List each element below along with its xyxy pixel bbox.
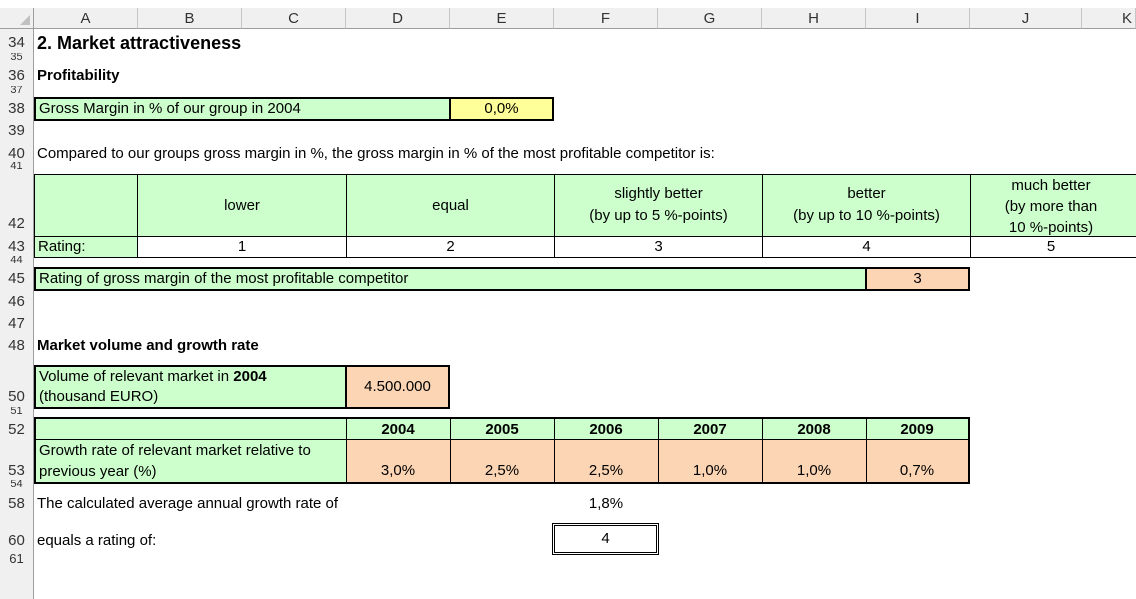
row-header-44[interactable]: 44 (0, 256, 34, 264)
year-2006[interactable]: 2006 (554, 419, 658, 440)
profitability-heading: Profitability (37, 67, 120, 84)
growth-table-divider (34, 439, 970, 440)
scale-header-slightly-better[interactable]: slightly better (by up to 5 %-points) (554, 174, 763, 237)
row-header-58[interactable]: 58 (0, 494, 34, 514)
growth-2008[interactable]: 1,0% (762, 440, 866, 482)
scale-much-better-line2: (by more than (1004, 198, 1098, 215)
row-header-41[interactable]: 41 (0, 162, 34, 170)
year-2007[interactable]: 2007 (658, 419, 762, 440)
avg-growth-value[interactable]: 1,8% (588, 495, 624, 512)
competitor-rating-label-cell[interactable]: Rating of gross margin of the most profi… (34, 267, 867, 291)
growth-2004[interactable]: 3,0% (346, 440, 450, 482)
row-header-36[interactable]: 36 (0, 66, 34, 86)
row-header-53[interactable]: 53 (0, 461, 34, 481)
growth-table-vline-4 (658, 417, 659, 484)
scale-header-equal[interactable]: equal (346, 174, 555, 237)
growth-label-cell[interactable]: Growth rate of relevant market relative … (36, 440, 346, 482)
scale-better-line1: better (847, 185, 886, 202)
row-header-51[interactable]: 51 (0, 407, 34, 415)
rating-cell-1[interactable]: 1 (137, 236, 347, 258)
scale-much-better-line3: 10 %-points) (1008, 219, 1094, 236)
rating-cell-5[interactable]: 5 (970, 236, 1136, 258)
year-2005[interactable]: 2005 (450, 419, 554, 440)
growth-label-line1: Growth rate of relevant market relative … (39, 442, 311, 459)
rating-cell-4[interactable]: 4 (762, 236, 971, 258)
row-header-46[interactable]: 46 (0, 292, 34, 312)
equals-rating-value-cell[interactable]: 4 (552, 523, 659, 555)
growth-table-vline-6 (866, 417, 867, 484)
year-2008[interactable]: 2008 (762, 419, 866, 440)
growth-table-vline-2 (450, 417, 451, 484)
row-header-38[interactable]: 38 (0, 99, 34, 119)
competitor-rating-value-cell[interactable]: 3 (865, 267, 970, 291)
column-header-i[interactable]: I (866, 8, 970, 29)
year-2009[interactable]: 2009 (866, 419, 968, 440)
column-header-f[interactable]: F (554, 8, 658, 29)
column-header-c[interactable]: C (242, 8, 346, 29)
row-header-52[interactable]: 52 (0, 420, 34, 440)
equals-rating-label: equals a rating of: (37, 532, 157, 549)
column-header-d[interactable]: D (346, 8, 450, 29)
row-header-39[interactable]: 39 (0, 121, 34, 141)
year-2004[interactable]: 2004 (346, 419, 450, 440)
scale-header-better[interactable]: better (by up to 10 %-points) (762, 174, 971, 237)
market-heading: Market volume and growth rate (37, 337, 259, 354)
market-volume-label-text: Volume of relevant market in (39, 368, 234, 385)
growth-2005[interactable]: 2,5% (450, 440, 554, 482)
section-title: 2. Market attractiveness (37, 33, 242, 53)
scale-better-line2: (by up to 10 %-points) (793, 207, 940, 224)
growth-label-line2: previous year (%) (39, 463, 157, 480)
column-header-j[interactable]: J (970, 8, 1082, 29)
market-volume-label-cell[interactable]: Volume of relevant market in 2004 (thous… (34, 365, 347, 409)
growth-table-vline-5 (762, 417, 763, 484)
column-header-e[interactable]: E (450, 8, 554, 29)
gross-margin-value-cell[interactable]: 0,0% (449, 97, 554, 121)
row-header-37[interactable]: 37 (0, 86, 34, 94)
scale-lower-text: lower (224, 197, 260, 214)
rating-label-cell[interactable]: Rating: (34, 236, 138, 258)
column-header-a[interactable]: A (34, 8, 138, 29)
market-volume-value-cell[interactable]: 4.500.000 (345, 365, 450, 409)
rating-cell-3[interactable]: 3 (554, 236, 763, 258)
market-volume-label-line2: (thousand EURO) (39, 388, 159, 405)
row-header-54[interactable]: 54 (0, 480, 34, 488)
row-header-35[interactable]: 35 (0, 53, 34, 61)
growth-2006[interactable]: 2,5% (554, 440, 658, 482)
row-header-40[interactable]: 40 (0, 144, 34, 164)
scale-much-better-line1: much better (1011, 177, 1091, 194)
market-volume-label-line1: Volume of relevant market in 2004 (39, 367, 345, 387)
scale-corner-cell[interactable] (34, 174, 138, 237)
growth-table-vline-1 (346, 417, 347, 484)
row-header-47[interactable]: 47 (0, 314, 34, 334)
column-header-g[interactable]: G (658, 8, 762, 29)
row-header-42[interactable]: 42 (0, 214, 34, 234)
row-header-34[interactable]: 34 (0, 33, 34, 53)
row-header-45[interactable]: 45 (0, 269, 34, 289)
gross-margin-label-cell[interactable]: Gross Margin in % of our group in 2004 (34, 97, 451, 121)
row-header-43[interactable]: 43 (0, 237, 34, 257)
scale-equal-text: equal (432, 197, 469, 214)
scale-slightly-better-line1: slightly better (614, 185, 703, 202)
scale-header-much-better[interactable]: much better (by more than 10 %-points) (970, 174, 1136, 237)
scale-header-lower[interactable]: lower (137, 174, 347, 237)
column-header-h[interactable]: H (762, 8, 866, 29)
row-header-60[interactable]: 60 (0, 531, 34, 551)
rating-cell-2[interactable]: 2 (346, 236, 555, 258)
row-header-50[interactable]: 50 (0, 387, 34, 407)
compare-text: Compared to our groups gross margin in %… (37, 145, 715, 162)
select-all-corner[interactable] (0, 8, 34, 29)
growth-table-vline-3 (554, 417, 555, 484)
market-volume-label-year: 2004 (233, 368, 267, 385)
avg-growth-label: The calculated average annual growth rat… (37, 495, 339, 512)
column-header-k[interactable]: K (1082, 8, 1136, 29)
column-header-b[interactable]: B (138, 8, 242, 29)
growth-2007[interactable]: 1,0% (658, 440, 762, 482)
row-header-61[interactable]: 61 (0, 553, 34, 565)
row-header-48[interactable]: 48 (0, 336, 34, 356)
scale-slightly-better-line2: (by up to 5 %-points) (589, 207, 728, 224)
growth-2009[interactable]: 0,7% (866, 440, 968, 482)
